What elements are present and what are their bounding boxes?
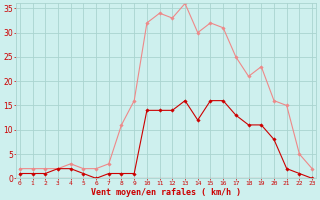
X-axis label: Vent moyen/en rafales ( km/h ): Vent moyen/en rafales ( km/h ) [91,188,241,197]
